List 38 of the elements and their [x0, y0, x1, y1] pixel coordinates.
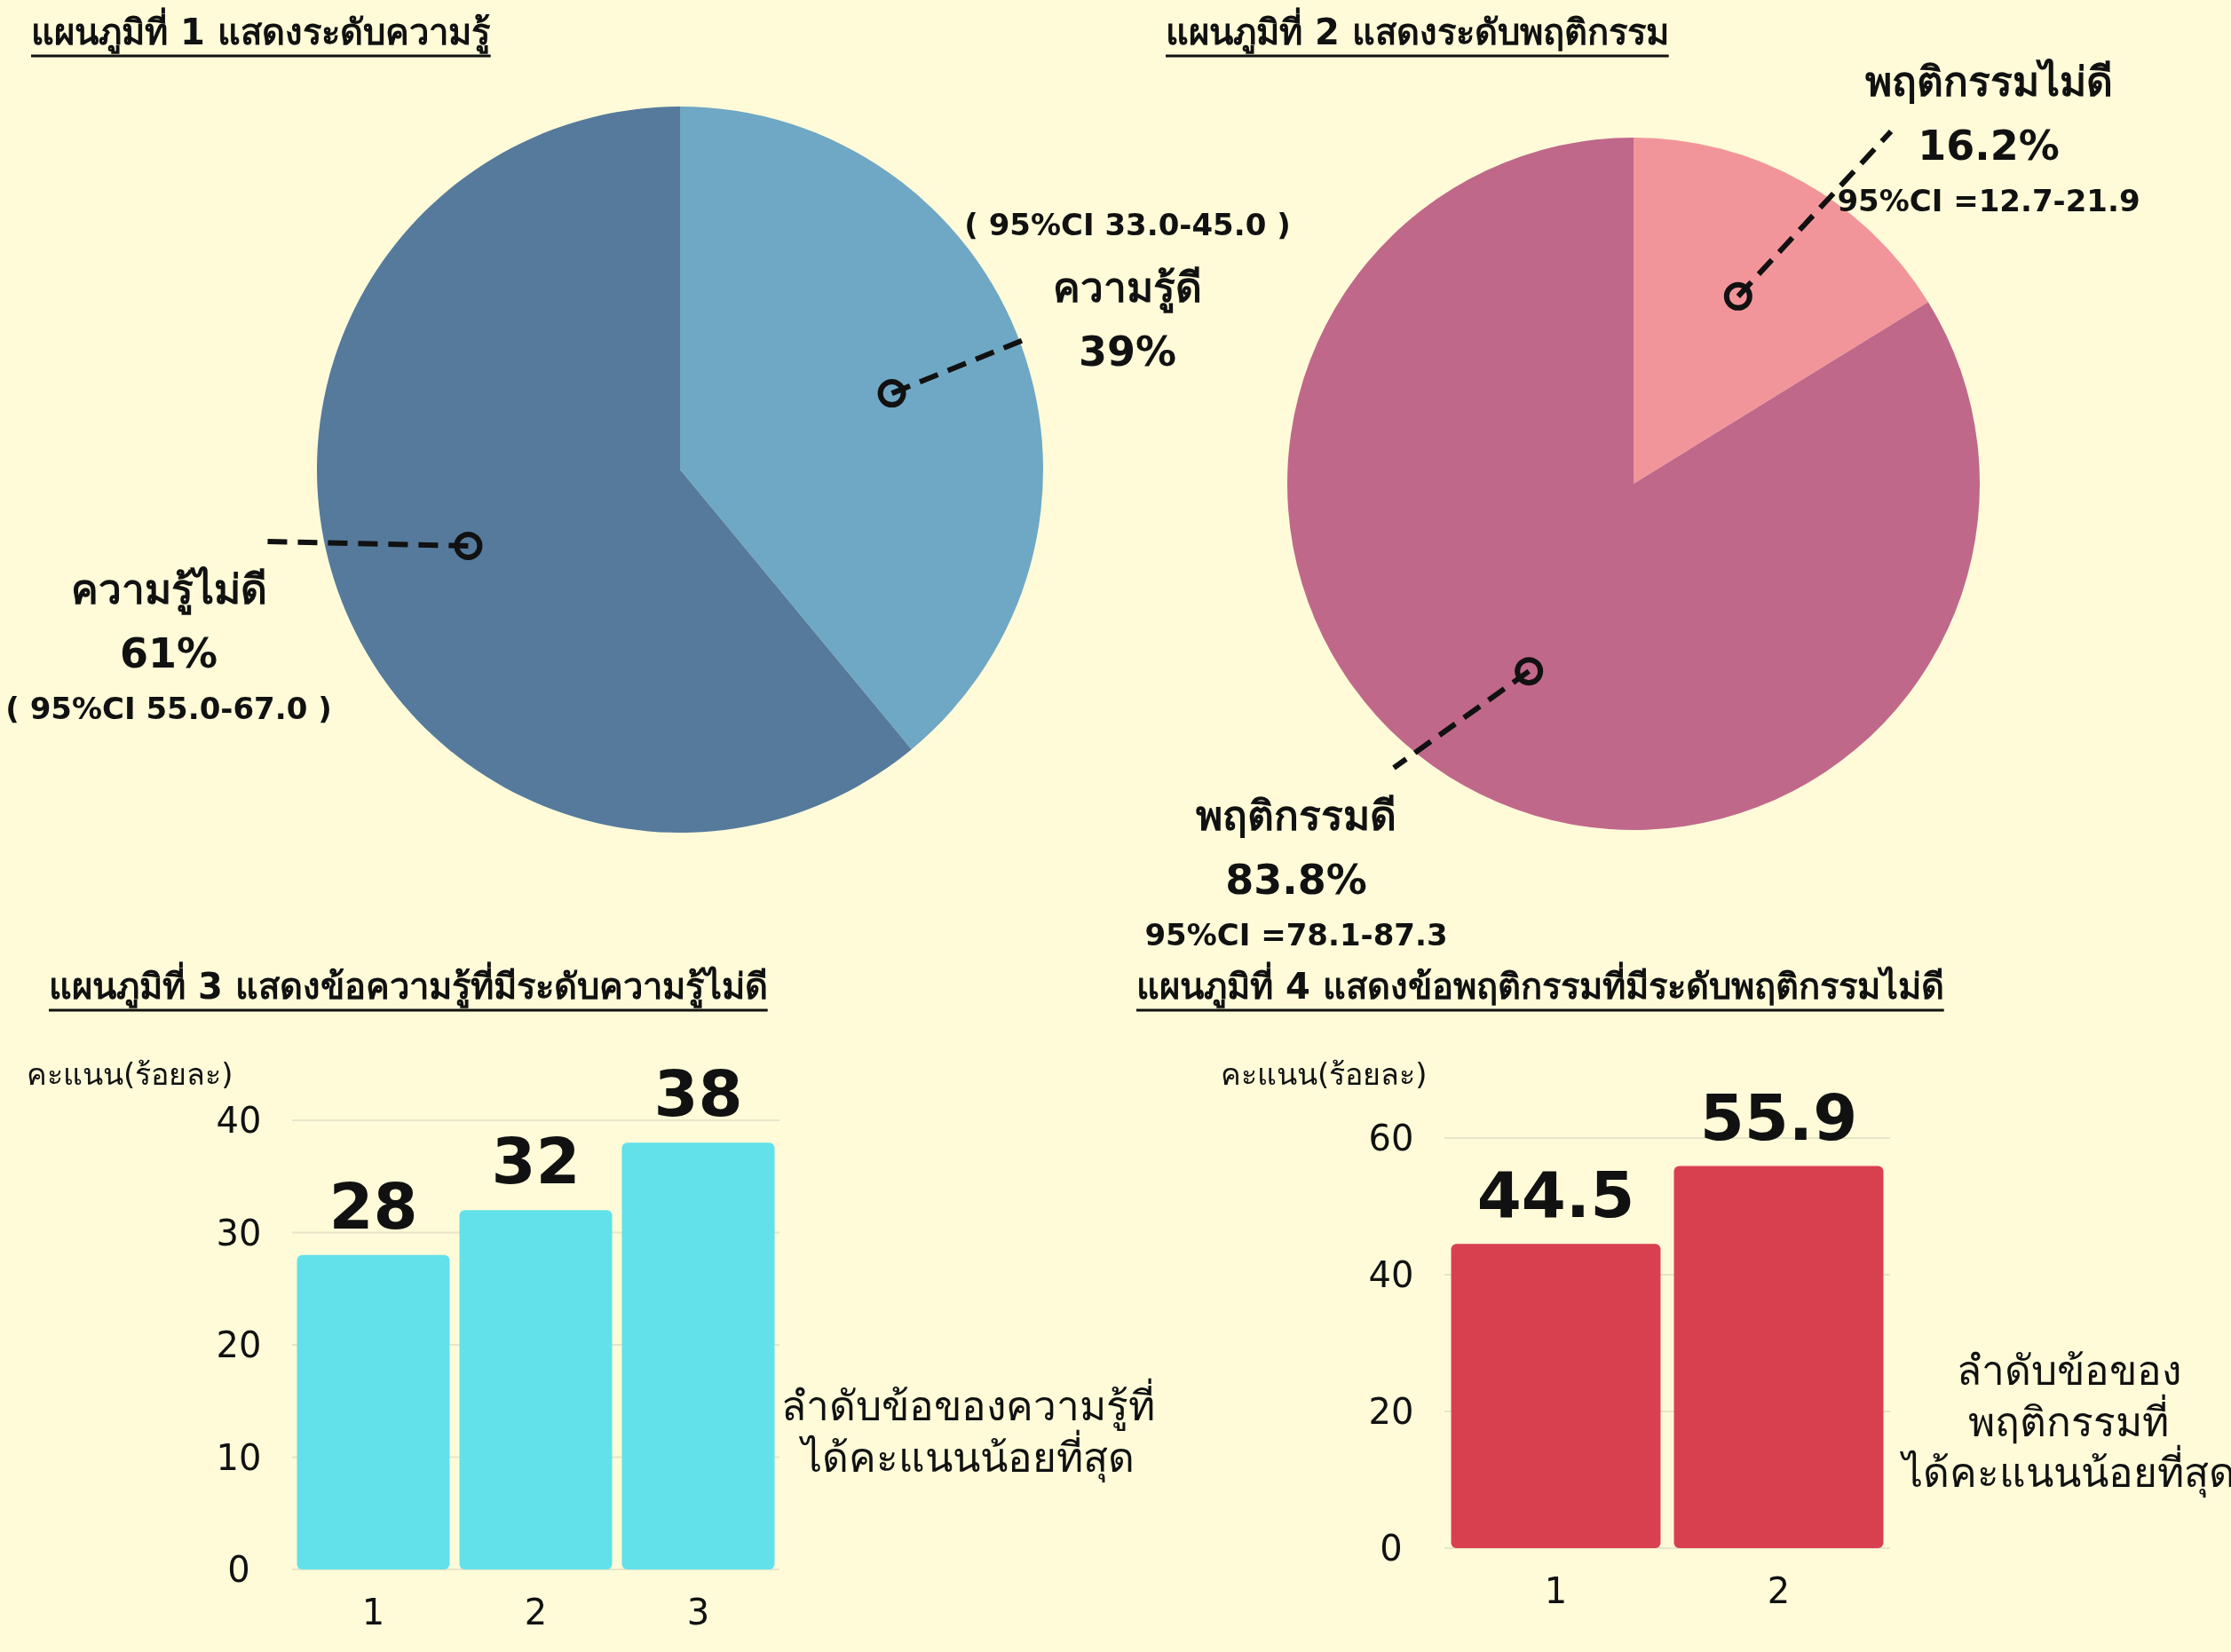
text: ( 95%CI 33.0-45.0 ) [964, 207, 1291, 242]
y-tick-label: 0 [1380, 1528, 1403, 1569]
y-tick-label: 30 [216, 1212, 262, 1253]
data-label: 39% [1078, 328, 1177, 375]
x-axis-title: ลำดับข้อของความรู้ที่ ได้คะแนนน้อยที่สุด [780, 1378, 1155, 1483]
data-label: 16.2% [1918, 122, 2060, 170]
x-tick-label: 2 [1767, 1570, 1791, 1611]
y-tick-label: 40 [216, 1100, 262, 1141]
y-tick-label: 20 [216, 1324, 262, 1365]
slice-label: พฤติกรรมไม่ดี [1864, 58, 2113, 106]
chart-title: แผนภูมิที่ 1 แสดงระดับความรู้ [31, 7, 491, 54]
data-label: 55.9 [1699, 1079, 1858, 1155]
x-tick-label: 2 [524, 1592, 548, 1632]
data-label: 83.8% [1225, 856, 1367, 904]
chart-title: แผนภูมิที่ 2 แสดงระดับพฤติกรรม [1166, 7, 1669, 54]
chart-title: แผนภูมิที่ 3 แสดงข้อความรู้ที่มีระดับความรู้ไม่ดี [49, 961, 768, 1008]
y-tick-label: 10 [216, 1436, 262, 1478]
y-tick-label: 40 [1368, 1254, 1414, 1295]
y-axis-title: คะแนน(ร้อยละ) [1221, 1056, 1428, 1092]
text: ( 95%CI 55.0-67.0 ) [5, 691, 332, 726]
data-label: 28 [328, 1168, 418, 1244]
text: 95%CI =78.1-87.3 [1144, 917, 1448, 952]
y-axis-title: คะแนน(ร้อยละ) [27, 1056, 233, 1092]
y-tick-label: 20 [1368, 1391, 1414, 1432]
chart-title: แผนภูมิที่ 4 แสดงข้อพฤติกรรมที่มีระดับพฤติกรรมไม่ดี [1136, 961, 1944, 1008]
slice-label: ความรู้ดี [1053, 264, 1202, 313]
data-label: 44.5 [1476, 1158, 1635, 1233]
data-label: 32 [491, 1124, 581, 1199]
text: 95%CI =12.7-21.9 [1837, 183, 2140, 218]
x-tick-label: 3 [686, 1592, 710, 1632]
data-label: 38 [653, 1056, 743, 1132]
x-tick-label: 1 [361, 1592, 385, 1632]
slice-label: ความรู้ไม่ดี [70, 565, 267, 615]
x-tick-label: 1 [1544, 1570, 1568, 1611]
y-tick-label: 60 [1368, 1118, 1414, 1158]
data-label: 61% [119, 629, 218, 677]
y-tick-label: 0 [227, 1549, 250, 1590]
slice-label: พฤติกรรมดี [1196, 792, 1396, 840]
